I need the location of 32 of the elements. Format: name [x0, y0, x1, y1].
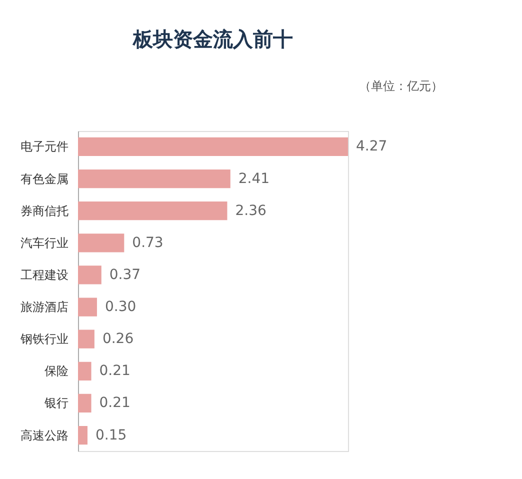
bar — [78, 169, 230, 188]
bar — [78, 234, 124, 252]
bar — [78, 426, 88, 445]
data-label: 2.36 — [235, 202, 266, 219]
y-tick-label: 有色金属 — [20, 172, 68, 186]
data-label: 0.30 — [104, 299, 136, 316]
bar — [78, 330, 94, 348]
bar — [78, 202, 228, 220]
bar — [78, 298, 97, 316]
y-tick-label: 券商信托 — [20, 204, 68, 218]
data-label: 0.21 — [99, 363, 130, 380]
data-label: 0.15 — [95, 427, 127, 444]
y-tick-label: 旅游酒店 — [20, 300, 68, 314]
chart-title: 板块资金流入前十 — [132, 27, 293, 51]
data-label: 4.27 — [356, 138, 388, 155]
bar — [78, 394, 92, 413]
y-tick-label: 高速公路 — [20, 428, 68, 442]
y-tick-label: 保险 — [44, 364, 68, 378]
bar — [78, 362, 92, 380]
y-tick-label: 银行 — [44, 396, 68, 410]
bar — [78, 137, 348, 156]
y-tick-label: 钢铁行业 — [20, 332, 68, 346]
y-tick-label: 汽车行业 — [20, 236, 68, 250]
data-label: 2.41 — [238, 170, 270, 187]
text: （单位：亿元） — [359, 79, 443, 93]
bar — [78, 266, 102, 284]
data-label: 0.21 — [99, 395, 130, 412]
data-label: 0.26 — [102, 331, 134, 348]
y-tick-label: 工程建设 — [20, 268, 68, 282]
y-tick-label: 电子元件 — [20, 140, 68, 154]
data-label: 0.73 — [132, 234, 164, 251]
data-label: 0.37 — [109, 266, 141, 283]
